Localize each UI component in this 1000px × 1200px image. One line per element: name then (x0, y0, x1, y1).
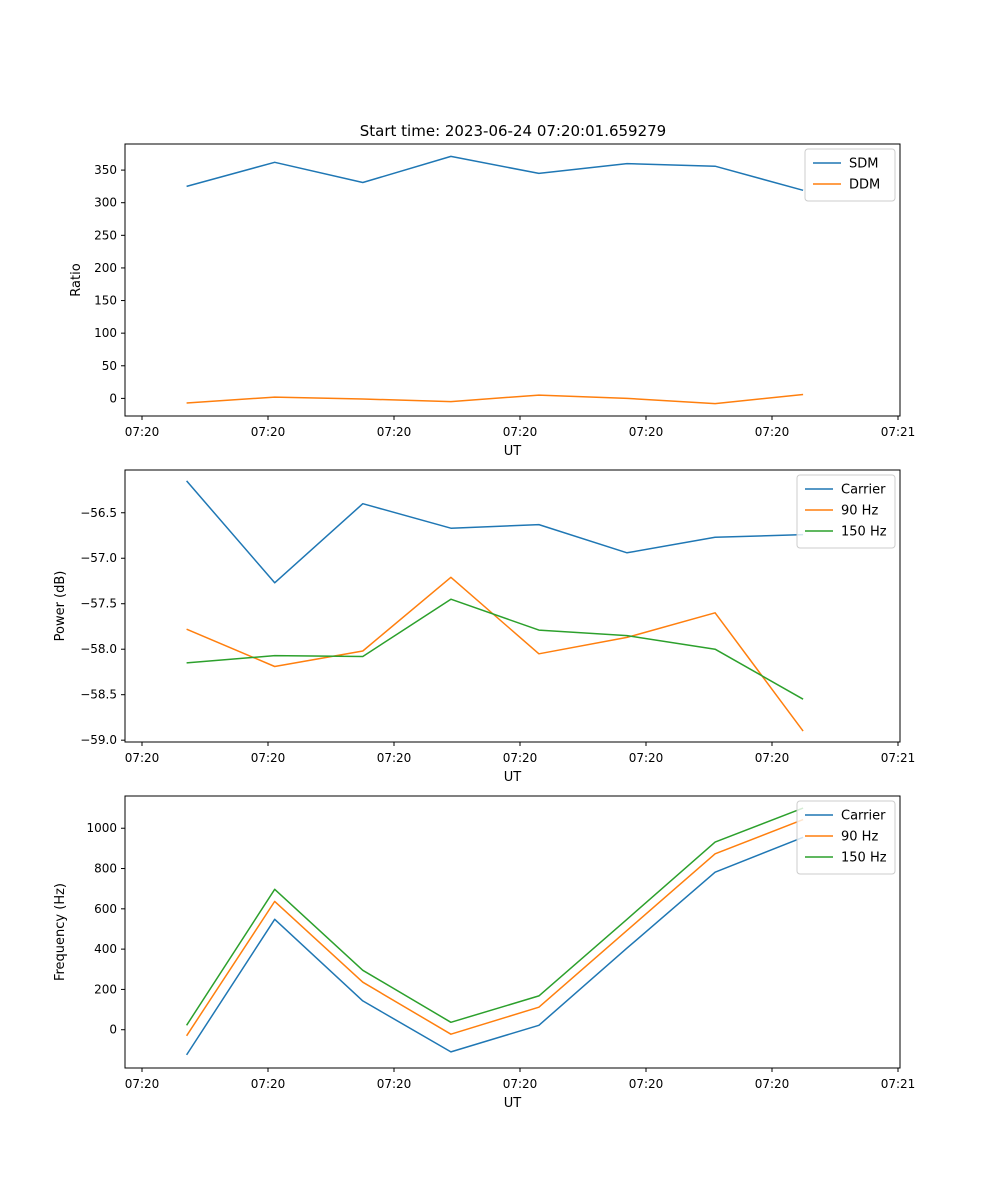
x-axis-label: UT (504, 1096, 522, 1111)
y-tick-label: −58.5 (80, 688, 117, 702)
y-tick-label: 150 (94, 294, 117, 308)
y-tick-label: −57.0 (80, 551, 117, 565)
x-tick-label: 07:20 (503, 425, 538, 439)
x-tick-label: 07:20 (503, 751, 538, 765)
x-tick-label: 07:20 (629, 1077, 664, 1091)
legend-label: Carrier (841, 483, 886, 498)
legend-label: Carrier (841, 809, 886, 824)
axes-frame (124, 143, 901, 417)
x-tick-label: 07:21 (881, 425, 916, 439)
x-tick-label: 07:20 (629, 425, 664, 439)
legend-label: 90 Hz (841, 504, 878, 519)
y-tick-label: 200 (94, 261, 117, 275)
x-tick-label: 07:20 (755, 751, 790, 765)
x-tick-label: 07:20 (377, 1077, 412, 1091)
legend-box (796, 800, 896, 875)
y-tick-label: −59.0 (80, 733, 117, 747)
x-tick-label: 07:20 (125, 1077, 160, 1091)
chart-panel-1: 07:20 07:20 07:20 07:20 07:20 07:20 07:21 0 50 10… (69, 143, 916, 459)
series-line-sdm (186, 155, 804, 192)
y-axis-label: Power (dB) (53, 571, 68, 642)
y-tick-label: 0 (109, 391, 117, 405)
axes-frame (124, 795, 901, 1069)
series-line-ddm (186, 393, 804, 405)
x-tick-label: 07:20 (251, 425, 286, 439)
x-axis-label: UT (504, 444, 522, 459)
x-tick-label: 07:20 (629, 751, 664, 765)
y-tick-label: 350 (94, 163, 117, 177)
series-line-150-hz (186, 598, 804, 700)
x-tick-label: 07:20 (251, 1077, 286, 1091)
legend-label: SDM (849, 157, 878, 172)
legend: SDM DDM (804, 148, 896, 202)
figure-title: Start time: 2023-06-24 07:20:01.659279 (360, 122, 666, 140)
y-tick-label: 200 (94, 982, 117, 996)
x-tick-label: 07:20 (755, 425, 790, 439)
series-line-150-hz (185, 807, 804, 1026)
x-tick-label: 07:20 (503, 1077, 538, 1091)
y-tick-label: 0 (109, 1023, 117, 1037)
x-axis-label: UT (504, 770, 522, 785)
legend-box (796, 474, 896, 549)
legend-label: 90 Hz (841, 830, 878, 845)
legend: Carrier 90 Hz 150 Hz (796, 474, 896, 549)
x-tick-label: 07:20 (125, 751, 160, 765)
x-tick-label: 07:20 (377, 751, 412, 765)
legend-box (804, 148, 896, 202)
series-line-90-hz (185, 818, 804, 1037)
series-line-90-hz (186, 576, 804, 732)
x-tick-label: 07:20 (125, 425, 160, 439)
y-tick-label: −58.0 (80, 642, 117, 656)
legend-label: 150 Hz (841, 525, 887, 540)
y-tick-label: −57.5 (80, 597, 117, 611)
chart-panel-2: 07:20 07:20 07:20 07:20 07:20 07:20 07:21 −59.0… (53, 469, 916, 785)
x-tick-label: 07:21 (881, 751, 916, 765)
y-axis-label: Ratio (69, 263, 84, 296)
y-tick-label: 300 (94, 196, 117, 210)
y-tick-label: 1000 (86, 821, 117, 835)
y-tick-label: 600 (94, 902, 117, 916)
y-tick-label: −56.5 (80, 506, 117, 520)
series-line-carrier (185, 836, 804, 1056)
x-tick-label: 07:20 (251, 751, 286, 765)
y-tick-label: 250 (94, 228, 117, 242)
y-tick-label: 50 (102, 359, 117, 373)
legend-label: DDM (849, 178, 880, 193)
y-tick-label: 800 (94, 862, 117, 876)
legend: Carrier 90 Hz 150 Hz (796, 800, 896, 875)
series-line-carrier (186, 480, 804, 584)
x-tick-label: 07:20 (755, 1077, 790, 1091)
chart-panel-3: 07:20 07:20 07:20 07:20 07:20 07:20 07:21 0 200 4… (53, 795, 916, 1111)
y-axis-label: Frequency (Hz) (53, 883, 68, 981)
y-tick-label: 400 (94, 942, 117, 956)
x-tick-label: 07:20 (377, 425, 412, 439)
axes-frame (124, 469, 901, 743)
x-tick-label: 07:21 (881, 1077, 916, 1091)
legend-label: 150 Hz (841, 851, 887, 866)
y-tick-label: 100 (94, 326, 117, 340)
